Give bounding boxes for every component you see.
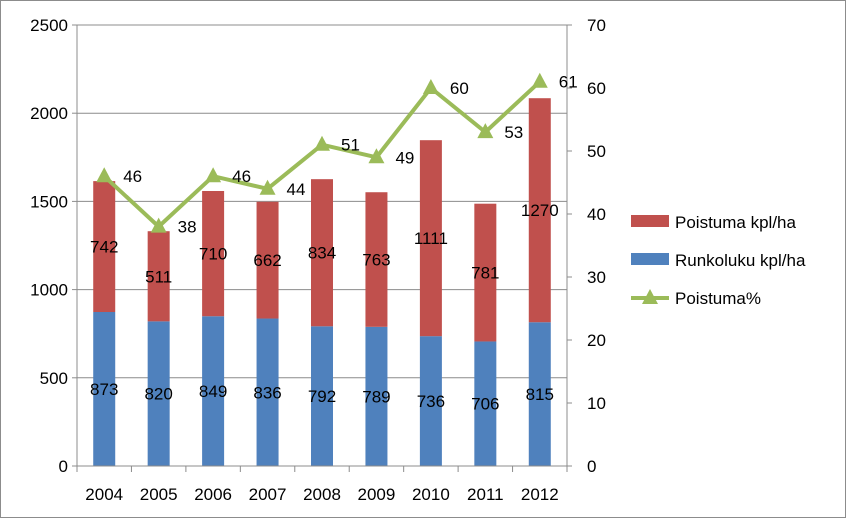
bar-data-label: 710: [199, 245, 227, 264]
right-tick-label: 30: [587, 268, 606, 287]
line-data-label: 49: [395, 148, 414, 167]
legend-label: Poistuma%: [675, 289, 761, 308]
bar-data-label: 873: [90, 380, 118, 399]
triangle-marker: [96, 167, 113, 183]
legend-swatch: [631, 253, 669, 265]
bar-data-label: 820: [144, 385, 172, 404]
right-tick-label: 40: [587, 205, 606, 224]
bar-poistuma-kpl-ha: [474, 203, 497, 342]
line-data-label: 61: [559, 73, 578, 92]
x-tick-label: 2012: [521, 485, 559, 504]
bar-runkoluku-kpl-ha: [202, 316, 225, 466]
triangle-marker: [477, 123, 494, 139]
bar-data-label: 1270: [521, 201, 559, 220]
bar-data-label: 789: [362, 387, 390, 406]
right-tick-label: 10: [587, 394, 606, 413]
line-data-label: 44: [287, 180, 306, 199]
bar-data-label: 736: [417, 392, 445, 411]
triangle-marker: [368, 148, 385, 164]
bar-runkoluku-kpl-ha: [419, 336, 442, 466]
x-tick-label: 2007: [249, 485, 287, 504]
x-tick-label: 2006: [194, 485, 232, 504]
left-tick-label: 1000: [30, 281, 68, 300]
left-tick-label: 0: [59, 457, 68, 476]
bar-poistuma-kpl-ha: [93, 181, 116, 313]
legend-label: Runkoluku kpl/ha: [675, 251, 806, 270]
right-tick-label: 0: [587, 457, 596, 476]
right-tick-label: 60: [587, 79, 606, 98]
axes: 0 500 1000 1500 2000 2500 0 10 20 30 40 50 60 70 2004 2…: [30, 16, 606, 504]
bar-data-label: 511: [145, 267, 172, 286]
bar-runkoluku-kpl-ha: [93, 312, 116, 466]
bar-runkoluku-kpl-ha: [474, 341, 497, 466]
triangle-marker: [205, 167, 222, 183]
legend-triangle-marker: [642, 289, 658, 304]
bar-runkoluku-kpl-ha: [256, 318, 279, 466]
line-series: [96, 72, 548, 233]
bar-data-label: 815: [526, 385, 554, 404]
bar-data-label: 1111: [414, 229, 448, 248]
bar-data-label: 781: [471, 264, 499, 283]
triangle-marker: [531, 72, 548, 88]
right-tick-label: 70: [587, 16, 606, 35]
bar-data-label: 706: [471, 395, 499, 414]
x-tick-label: 2010: [412, 485, 450, 504]
bar-data-label: 662: [253, 251, 281, 270]
right-tick-label: 50: [587, 142, 606, 161]
line-data-label: 46: [123, 167, 142, 186]
legend-swatch: [631, 215, 669, 227]
left-tick-label: 1500: [30, 192, 68, 211]
legend-label: Poistuma kpl/ha: [675, 213, 796, 232]
bar-runkoluku-kpl-ha: [528, 322, 551, 466]
triangle-marker: [422, 79, 439, 94]
bar-runkoluku-kpl-ha: [147, 321, 170, 466]
x-tick-label: 2005: [140, 485, 178, 504]
bar-data-label: 763: [362, 251, 390, 270]
bars: [93, 98, 551, 466]
bar-poistuma-kpl-ha: [147, 231, 170, 322]
x-tick-label: 2011: [467, 485, 504, 504]
legend: Poistuma kpl/ha Runkoluku kpl/ha Poistuma%: [631, 213, 806, 308]
triangle-marker: [150, 217, 167, 233]
bar-poistuma-kpl-ha: [419, 140, 442, 337]
line-data-label: 53: [504, 123, 523, 142]
triangle-marker: [259, 179, 276, 195]
data-labels: 873 742 820 511 849 710 836 662 792 834 789 763 736 1…: [90, 73, 578, 414]
bar-data-label: 834: [308, 244, 336, 263]
line-data-label: 60: [450, 79, 469, 98]
x-tick-label: 2004: [85, 485, 123, 504]
left-tick-label: 500: [40, 369, 68, 388]
bar-data-label: 836: [253, 383, 281, 402]
bar-data-label: 792: [308, 387, 336, 406]
line-data-label: 46: [232, 167, 251, 186]
bar-data-label: 849: [199, 382, 227, 401]
bar-poistuma-kpl-ha: [365, 192, 388, 327]
bar-runkoluku-kpl-ha: [365, 326, 388, 466]
line-data-label: 51: [341, 136, 360, 155]
bar-data-label: 742: [90, 238, 118, 257]
bar-poistuma-kpl-ha: [528, 98, 551, 323]
x-tick-label: 2008: [303, 485, 341, 504]
bar-runkoluku-kpl-ha: [311, 326, 333, 466]
bar-poistuma-kpl-ha: [202, 190, 225, 317]
left-tick-label: 2500: [30, 16, 68, 35]
left-tick-label: 2000: [30, 104, 68, 123]
bar-poistuma-kpl-ha: [256, 201, 279, 319]
bar-poistuma-kpl-ha: [311, 179, 333, 327]
x-tick-label: 2009: [358, 485, 396, 504]
triangle-marker: [314, 135, 330, 151]
line-data-label: 38: [178, 218, 197, 237]
right-tick-label: 20: [587, 331, 606, 350]
